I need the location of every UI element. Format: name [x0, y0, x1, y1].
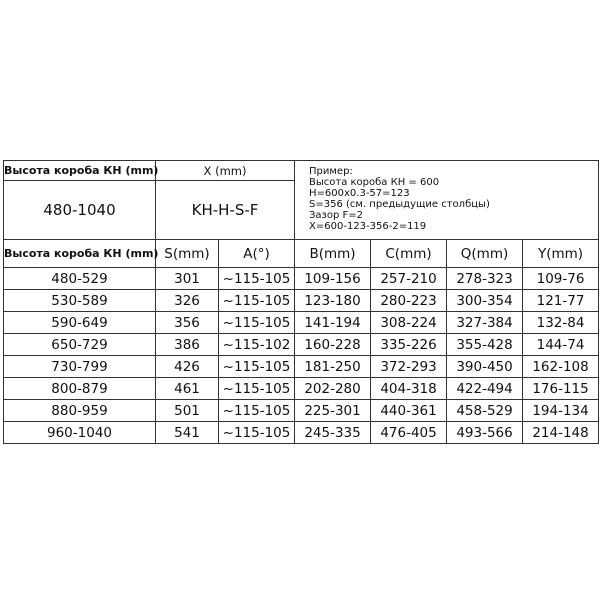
- table-cell: 326: [155, 289, 219, 312]
- example-line: Пример:: [309, 166, 353, 177]
- table-row: 530-589 326 ~115-105 123-180 280-223 300-354 1…: [3, 289, 600, 312]
- table-cell: 458-529: [446, 399, 524, 422]
- table-cell: 355-428: [446, 333, 524, 356]
- dimensions-table: Высота короба КН (mm) X (mm) Пример: Выс…: [3, 160, 600, 444]
- example-line: X=600-123-356-2=119: [309, 221, 427, 232]
- table-cell: 301: [155, 267, 219, 290]
- table-cell: 480-529: [3, 267, 156, 290]
- table-cell: 123-180: [294, 289, 372, 312]
- table-cell: 308-224: [370, 311, 448, 334]
- table-cell: 422-494: [446, 377, 524, 400]
- table-cell: 650-729: [3, 333, 156, 356]
- table-cell: 109-156: [294, 267, 372, 290]
- table-cell: 327-384: [446, 311, 524, 334]
- column-header: C(mm): [370, 239, 448, 268]
- table-cell: 440-361: [370, 399, 448, 422]
- table-cell: 386: [155, 333, 219, 356]
- table-row: 730-799 426 ~115-105 181-250 372-293 390-450 1…: [3, 355, 600, 378]
- table-cell: 245-335: [294, 421, 372, 444]
- table-row: 480-529 301 ~115-105 109-156 257-210 278-323 1…: [3, 267, 600, 290]
- example-note: Пример: Высота короба КН = 600 H=600x0.3…: [294, 160, 600, 240]
- table-cell: 225-301: [294, 399, 372, 422]
- column-header: Q(mm): [446, 239, 524, 268]
- table-cell: 132-84: [522, 311, 600, 334]
- header-row: Высота короба КН (mm) S(mm) A(°) B(mm) C…: [3, 239, 600, 268]
- x-formula: KH-H-S-F: [154, 180, 296, 240]
- table-cell: 176-115: [522, 377, 600, 400]
- table-cell: 202-280: [294, 377, 372, 400]
- table-cell: 194-134: [522, 399, 600, 422]
- table-row: 880-959 501 ~115-105 225-301 440-361 458-529 1…: [3, 399, 600, 422]
- range-value: 480-1040: [3, 180, 156, 240]
- table-cell: 121-77: [522, 289, 600, 312]
- table-cell: 278-323: [446, 267, 524, 290]
- table-cell: ~115-105: [217, 377, 296, 400]
- table-row: 960-1040 541 ~115-105 245-335 476-405 493-566…: [3, 421, 600, 444]
- table-row: 590-649 356 ~115-105 141-194 308-224 327-384 1…: [3, 311, 600, 334]
- example-line: Зазор F=2: [309, 210, 364, 221]
- table-cell: 181-250: [294, 355, 372, 378]
- table-cell: 372-293: [370, 355, 448, 378]
- x-label: X (mm): [154, 160, 296, 181]
- height-label: Высота короба КН (mm): [3, 160, 158, 181]
- table-cell: ~115-105: [217, 267, 296, 290]
- table-cell: 214-148: [522, 421, 600, 444]
- table-cell: 109-76: [522, 267, 600, 290]
- table-row: 800-879 461 ~115-105 202-280 404-318 422-494 1…: [3, 377, 600, 400]
- column-header: B(mm): [294, 239, 372, 268]
- example-line: Высота короба КН = 600: [309, 177, 440, 188]
- column-header: A(°): [217, 239, 296, 268]
- table-cell: 461: [155, 377, 219, 400]
- table-cell: ~115-105: [217, 289, 296, 312]
- table-cell: ~115-105: [217, 355, 296, 378]
- table-cell: 335-226: [370, 333, 448, 356]
- column-header: S(mm): [155, 239, 219, 268]
- table-cell: 141-194: [294, 311, 372, 334]
- column-header: Высота короба КН (mm): [3, 239, 158, 268]
- table-cell: 541: [155, 421, 219, 444]
- table-cell: ~115-105: [217, 399, 296, 422]
- column-header: Y(mm): [522, 239, 600, 268]
- table-cell: 501: [155, 399, 219, 422]
- table-cell: ~115-105: [217, 311, 296, 334]
- table-cell: 390-450: [446, 355, 524, 378]
- example-line: S=356 (см. предыдущие столбцы): [309, 199, 490, 210]
- example-line: H=600x0.3-57=123: [309, 188, 410, 199]
- table-cell: 300-354: [446, 289, 524, 312]
- table-cell: 160-228: [294, 333, 372, 356]
- table-cell: 476-405: [370, 421, 448, 444]
- table-cell: 257-210: [370, 267, 448, 290]
- table-cell: 880-959: [3, 399, 156, 422]
- table-cell: 144-74: [522, 333, 600, 356]
- table-row: 650-729 386 ~115-102 160-228 335-226 355-428 1…: [3, 333, 600, 356]
- table-cell: 404-318: [370, 377, 448, 400]
- table-cell: 800-879: [3, 377, 156, 400]
- table-cell: 960-1040: [3, 421, 156, 444]
- table-cell: 730-799: [3, 355, 156, 378]
- table-cell: 162-108: [522, 355, 600, 378]
- table-cell: 280-223: [370, 289, 448, 312]
- table-cell: 530-589: [3, 289, 156, 312]
- table-cell: ~115-105: [217, 421, 296, 444]
- table-cell: 590-649: [3, 311, 156, 334]
- table-cell: 356: [155, 311, 219, 334]
- table-cell: ~115-102: [217, 333, 296, 356]
- table-cell: 426: [155, 355, 219, 378]
- table-cell: 493-566: [446, 421, 524, 444]
